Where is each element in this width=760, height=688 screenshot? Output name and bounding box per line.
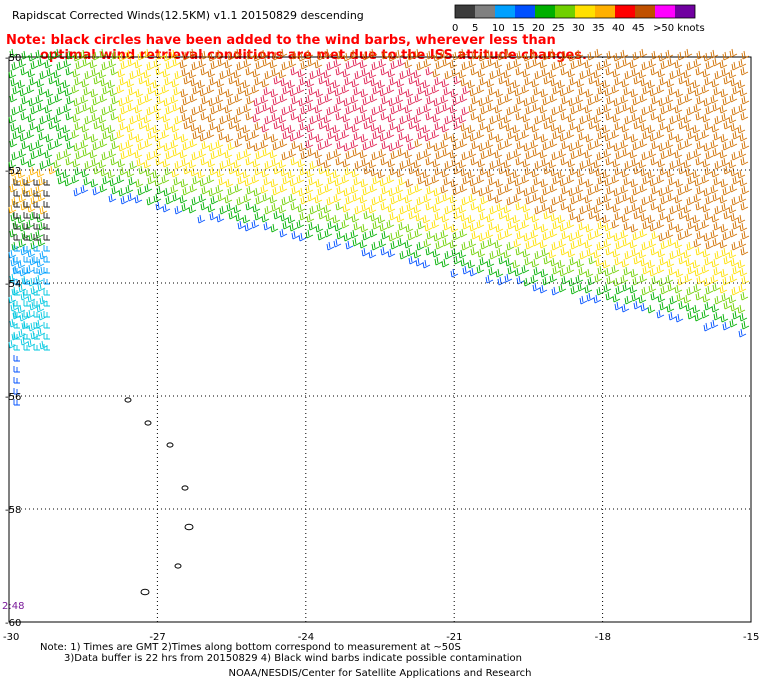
map-title: Rapidscat Corrected Winds(12.5KM) v1.1 2…: [12, 9, 364, 22]
longitude-tick-label: -30: [3, 632, 19, 643]
credit-line: NOAA/NESDIS/Center for Satellite Applica…: [228, 668, 532, 679]
scale-label: 0: [452, 23, 458, 34]
wind-swath: [8, 48, 750, 406]
scale-swatch: [555, 5, 575, 18]
scale-label: 20: [532, 23, 545, 34]
island-outline: [174, 563, 182, 569]
latitude-labels: -50 -52 -54 -56 -58 -60: [5, 53, 21, 629]
latitude-tick-label: -58: [5, 505, 21, 516]
color-scale-labels: 0 5 10 15 20 25 30 35 40 45 >50 knots: [452, 23, 705, 34]
scale-swatch: [675, 5, 695, 18]
island-outline: [140, 588, 150, 596]
scale-swatch: [495, 5, 515, 18]
island-outline: [166, 442, 174, 448]
scale-swatch: [635, 5, 655, 18]
map-frame: [8, 56, 752, 623]
scale-label: 35: [592, 23, 605, 34]
scale-label: 15: [512, 23, 525, 34]
latitude-tick-label: -52: [5, 166, 21, 177]
latitude-tick-label: -60: [5, 618, 21, 629]
latitude-tick-label: -56: [5, 392, 21, 403]
scale-swatch: [515, 5, 535, 18]
pass-time-label: 2:48: [2, 601, 24, 612]
latitude-tick-label: -50: [5, 53, 21, 64]
scale-swatch: [475, 5, 495, 18]
scale-label: 45: [632, 23, 645, 34]
scale-label: 10: [492, 23, 505, 34]
color-scale-bar: [454, 4, 696, 19]
scale-swatch: [595, 5, 615, 18]
longitude-tick-label: -18: [595, 632, 611, 643]
note-line-1: Note: black circles have been added to t…: [6, 33, 556, 48]
attitude-note: Note: black circles have been added to t…: [6, 33, 587, 63]
scale-label: >50 knots: [653, 23, 705, 34]
footer-line-2: 3)Data buffer is 22 hrs from 20150829 4)…: [64, 653, 522, 664]
scale-label: 25: [552, 23, 565, 34]
longitude-tick-label: -15: [743, 632, 759, 643]
longitude-tick-label: -27: [149, 632, 165, 643]
scale-label: 40: [612, 23, 625, 34]
scale-swatch: [535, 5, 555, 18]
scale-swatch: [655, 5, 675, 18]
island-outline: [124, 397, 132, 403]
longitude-tick-label: -24: [298, 632, 314, 643]
island-outline: [184, 523, 194, 531]
scale-label: 5: [472, 23, 478, 34]
scale-swatch: [455, 5, 475, 18]
latitude-tick-label: -54: [5, 279, 21, 290]
scale-swatch: [615, 5, 635, 18]
scale-label: 30: [572, 23, 585, 34]
island-outline: [144, 420, 152, 426]
island-outline: [181, 485, 189, 491]
footer-notes: Note: 1) Times are GMT 2)Times along bot…: [40, 642, 522, 664]
island-outlines: [124, 397, 194, 596]
note-line-2: optimal wind retrieval conditions are me…: [40, 48, 587, 63]
longitude-labels: -30 -27 -24 -21 -18 -15: [3, 632, 759, 643]
footer-line-1: Note: 1) Times are GMT 2)Times along bot…: [40, 642, 461, 653]
longitude-tick-label: -21: [446, 632, 462, 643]
scale-swatch: [575, 5, 595, 18]
